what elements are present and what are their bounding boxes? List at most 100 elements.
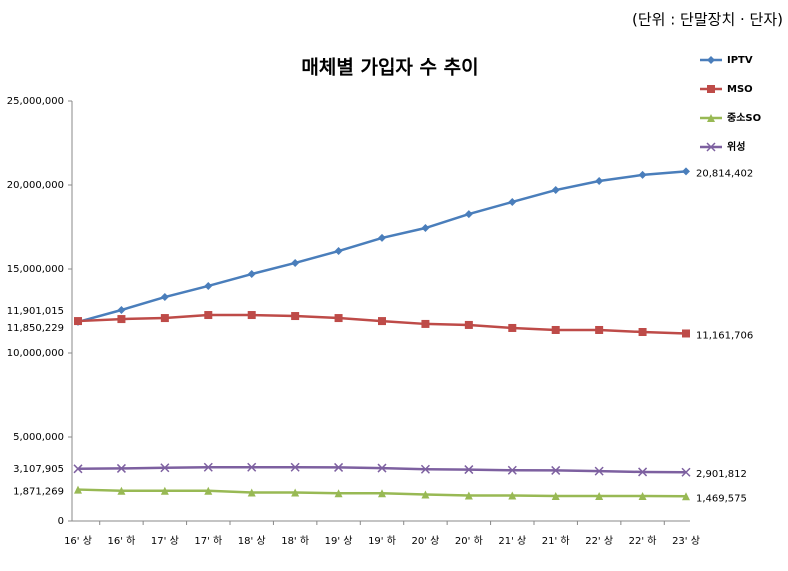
point — [551, 325, 560, 334]
x-tick-label: 20' 하 — [455, 534, 483, 547]
point — [117, 305, 126, 314]
x-tick-label: 23' 상 — [672, 535, 700, 547]
data-label: 11,901,015 — [7, 306, 64, 317]
point — [204, 311, 213, 320]
point — [595, 325, 604, 334]
point — [421, 490, 430, 499]
x-tick-label: 17' 상 — [151, 535, 179, 547]
point — [160, 463, 170, 473]
point — [638, 328, 647, 336]
point — [508, 323, 517, 332]
point — [377, 463, 387, 473]
point — [681, 467, 691, 477]
x-tick-label: 19' 하 — [368, 534, 396, 547]
data-label: 2,901,812 — [696, 469, 747, 480]
x-tick-label: 21' 상 — [498, 535, 526, 547]
point — [378, 317, 386, 326]
x-tick-label: 16' 상 — [64, 535, 92, 547]
point — [594, 466, 604, 476]
y-tick-label: 25,000,000 — [7, 96, 64, 107]
x-tick-label: 16' 하 — [107, 534, 135, 547]
point — [334, 247, 343, 256]
data-label: 1,469,575 — [696, 493, 747, 504]
point — [291, 258, 300, 267]
y-tick-label: 10,000,000 — [7, 348, 64, 359]
point — [421, 319, 430, 328]
point — [334, 314, 343, 323]
point — [117, 315, 126, 324]
point — [160, 486, 169, 495]
point — [290, 462, 300, 472]
y-tick-label: 0 — [58, 516, 64, 527]
point — [421, 224, 430, 233]
point — [464, 465, 474, 475]
point — [247, 311, 256, 320]
point — [707, 114, 715, 122]
point — [551, 186, 560, 195]
x-tick-label: 22' 하 — [629, 534, 657, 547]
data-label: 20,814,402 — [696, 168, 753, 179]
y-tick-label: 5,000,000 — [13, 432, 64, 443]
x-tick-label: 18' 하 — [281, 534, 309, 547]
y-tick-label: 20,000,000 — [7, 180, 64, 191]
point — [247, 462, 257, 472]
point — [334, 489, 343, 498]
x-tick-label: 22' 상 — [585, 535, 613, 547]
point — [507, 465, 517, 475]
point — [117, 486, 126, 495]
point — [464, 491, 473, 500]
x-tick-label: 19' 상 — [325, 535, 353, 547]
x-tick-label: 21' 하 — [542, 534, 570, 547]
data-label: 1,871,269 — [13, 487, 64, 498]
point — [638, 467, 648, 477]
point — [291, 312, 300, 321]
unit-note: (단위 : 단말장치 · 단자) — [632, 11, 783, 29]
point — [508, 491, 517, 500]
x-tick-label: 20' 상 — [411, 535, 439, 547]
point — [508, 197, 517, 206]
point — [595, 176, 604, 185]
point — [247, 488, 256, 497]
data-label: 3,107,905 — [13, 464, 64, 475]
point — [74, 485, 82, 494]
point — [706, 142, 716, 152]
point — [73, 464, 83, 474]
legend-label: IPTV — [727, 55, 753, 66]
y-tick-label: 15,000,000 — [7, 264, 64, 275]
point — [707, 85, 715, 93]
data-label: 11,161,706 — [696, 330, 753, 341]
point — [204, 281, 213, 290]
point — [378, 233, 386, 242]
point — [707, 56, 715, 64]
point — [204, 486, 213, 495]
point — [160, 293, 169, 302]
point — [291, 488, 300, 497]
point — [420, 464, 430, 474]
point — [638, 491, 647, 500]
point — [682, 329, 690, 338]
point — [203, 462, 213, 472]
point — [74, 317, 82, 326]
point — [116, 463, 126, 473]
point — [464, 320, 473, 329]
point — [682, 167, 690, 176]
point — [682, 492, 690, 501]
legend-label: 위성 — [727, 140, 745, 153]
data-label: 11,850,229 — [7, 323, 64, 334]
point — [595, 491, 604, 500]
point — [334, 462, 344, 472]
x-tick-label: 17' 하 — [194, 534, 222, 547]
legend-label: MSO — [727, 84, 753, 95]
chart-title: 매체별 가입자 수 추이 — [301, 57, 478, 79]
legend-label: 중소SO — [727, 112, 761, 124]
point — [378, 489, 386, 498]
point — [638, 170, 647, 179]
x-tick-label: 18' 상 — [238, 535, 266, 547]
point — [160, 314, 169, 323]
point — [464, 210, 473, 219]
point — [551, 491, 560, 500]
point — [551, 465, 561, 475]
point — [247, 270, 256, 279]
series-line — [77, 170, 687, 324]
